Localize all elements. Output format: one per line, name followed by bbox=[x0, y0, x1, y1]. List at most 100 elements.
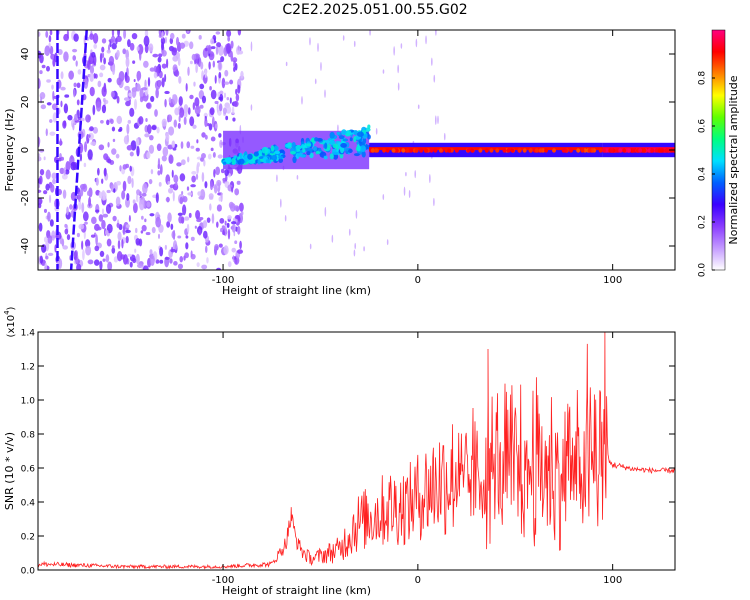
heatmap-cell bbox=[85, 114, 91, 123]
heatmap-cell bbox=[195, 173, 199, 180]
heatmap-cell bbox=[544, 148, 549, 153]
heatmap-cell bbox=[332, 143, 339, 149]
heatmap-cell bbox=[59, 138, 62, 146]
heatmap-cell bbox=[229, 79, 234, 85]
heatmap-cell bbox=[77, 191, 81, 203]
heatmap-cell bbox=[185, 83, 188, 92]
heatmap-cell bbox=[187, 107, 191, 115]
heatmap-cell bbox=[164, 256, 170, 260]
heatmap-cell bbox=[149, 135, 154, 141]
heatmap-cell bbox=[97, 167, 100, 176]
heatmap-cell bbox=[199, 83, 205, 90]
heatmap-cell bbox=[168, 154, 174, 164]
heatmap-cell bbox=[217, 154, 223, 159]
heatmap-cell bbox=[43, 156, 46, 161]
heatmap-cell bbox=[258, 149, 263, 155]
heatmap-cell bbox=[182, 196, 188, 203]
heatmap-cell bbox=[179, 173, 186, 182]
heatmap-cell bbox=[165, 30, 169, 36]
heatmap-cell bbox=[81, 240, 84, 250]
heatmap-cell bbox=[66, 234, 71, 241]
heatmap-cell bbox=[89, 86, 95, 97]
heatmap-cell bbox=[45, 169, 51, 180]
heatmap-cell bbox=[320, 61, 322, 71]
heatmap-cell bbox=[164, 73, 167, 83]
heatmap-cell bbox=[171, 169, 174, 178]
heatmap-cell bbox=[231, 223, 236, 233]
heatmap-cell bbox=[83, 162, 87, 168]
heatmap-cell bbox=[132, 257, 137, 264]
heatmap-cell bbox=[142, 183, 148, 195]
heatmap-cell bbox=[122, 254, 128, 265]
heatmap-cell bbox=[45, 128, 48, 137]
heatmap-cell bbox=[659, 148, 664, 153]
heatmap-cell bbox=[233, 100, 239, 108]
heatmap-cell bbox=[215, 46, 219, 56]
heatmap-cell bbox=[466, 148, 471, 153]
heatmap-cell bbox=[326, 144, 331, 150]
heatmap-cell bbox=[230, 40, 234, 49]
heatmap-cell bbox=[602, 148, 607, 153]
heatmap-cell bbox=[157, 157, 161, 169]
heatmap-cell bbox=[201, 264, 208, 270]
heatmap-cell bbox=[187, 156, 190, 163]
heatmap-cell bbox=[216, 179, 222, 187]
heatmap-cell bbox=[62, 245, 69, 250]
heatmap-cell bbox=[93, 259, 100, 266]
heatmap-cell bbox=[112, 215, 117, 222]
heatmap-cell bbox=[205, 245, 208, 254]
heatmap-cell bbox=[224, 81, 230, 85]
heatmap-cell bbox=[369, 30, 371, 36]
heatmap-cell bbox=[239, 240, 242, 250]
snr-y-multiplier: (x104) bbox=[3, 306, 17, 337]
heatmap-cell bbox=[178, 96, 183, 106]
heatmap-cell bbox=[136, 189, 141, 196]
heatmap-cell bbox=[405, 148, 410, 153]
heatmap-cell bbox=[225, 157, 232, 164]
heatmap-cell bbox=[237, 45, 240, 50]
heatmap-cell bbox=[194, 97, 200, 107]
heatmap-cell bbox=[158, 53, 163, 58]
heatmap-cell bbox=[363, 246, 365, 252]
heatmap-region-noise bbox=[38, 30, 446, 270]
heatmap-cell bbox=[454, 148, 459, 153]
heatmap-cell bbox=[210, 38, 215, 45]
heatmap-cell bbox=[161, 155, 167, 162]
heatmap-cell bbox=[213, 168, 216, 178]
heatmap-cell bbox=[222, 107, 227, 115]
heatmap-cell bbox=[309, 243, 312, 250]
heatmap-cell bbox=[604, 148, 609, 153]
heatmap-cell bbox=[528, 148, 533, 153]
heatmap-cell bbox=[105, 254, 110, 263]
heatmap-cell bbox=[248, 159, 255, 164]
heatmap-cell bbox=[193, 81, 196, 87]
heatmap-cell bbox=[338, 135, 345, 140]
heatmap-cell bbox=[174, 107, 180, 116]
heatmap-cell bbox=[188, 212, 192, 218]
heatmap-cell bbox=[192, 102, 196, 111]
heatmap-cell bbox=[278, 158, 284, 163]
heatmap-cell bbox=[206, 122, 210, 127]
heatmap-cell bbox=[433, 148, 438, 153]
heatmap-cell bbox=[433, 74, 436, 83]
heatmap-cell bbox=[39, 175, 43, 185]
heatmap-cell bbox=[353, 136, 357, 143]
heatmap-cell bbox=[171, 140, 176, 148]
heatmap-cell bbox=[506, 148, 511, 153]
heatmap-cell bbox=[60, 156, 65, 161]
heatmap-cell bbox=[190, 145, 195, 149]
heatmap-cell bbox=[510, 148, 515, 153]
heatmap-cell bbox=[60, 86, 66, 91]
heatmap-cell bbox=[45, 30, 49, 38]
heatmap-cell bbox=[235, 93, 240, 102]
snr-y-multiplier-base: (x10 bbox=[6, 315, 17, 338]
heatmap-cell bbox=[223, 92, 227, 98]
heatmap-cell bbox=[41, 64, 46, 69]
heatmap-cell bbox=[180, 141, 184, 149]
heatmap-cell bbox=[144, 85, 149, 97]
heatmap-cell bbox=[160, 37, 166, 45]
heatmap-cell bbox=[429, 173, 431, 184]
heatmap-cell bbox=[175, 181, 178, 187]
heatmap-cell bbox=[52, 178, 57, 185]
heatmap-cell bbox=[155, 88, 159, 99]
